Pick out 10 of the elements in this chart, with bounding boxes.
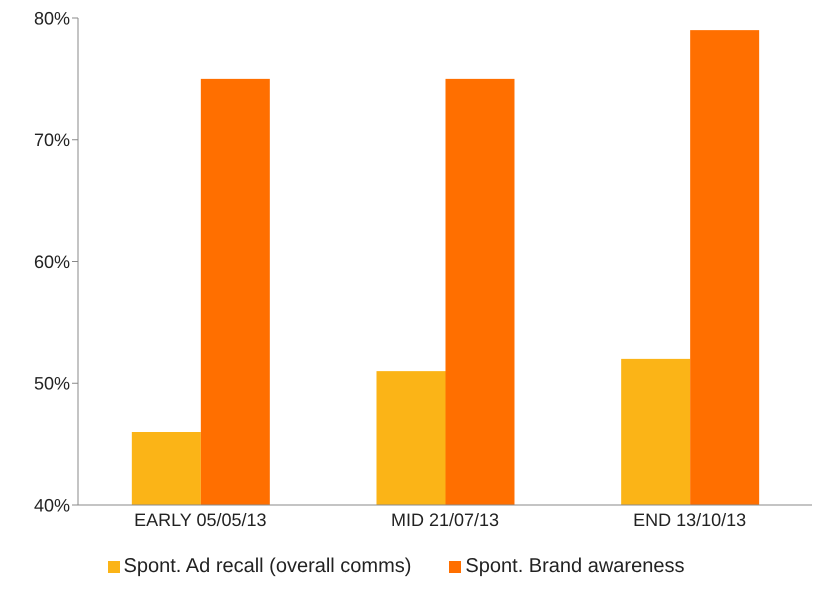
y-tick-label: 40% <box>34 495 70 516</box>
y-tick-label: 80% <box>34 8 70 28</box>
x-tick-label: END 13/10/13 <box>633 510 746 530</box>
y-tick-label: 70% <box>34 130 70 150</box>
legend-label: Spont. Brand awareness <box>465 555 684 577</box>
legend-label: Spont. Ad recall (overall comms) <box>124 555 412 577</box>
y-tick-label: 50% <box>34 374 70 394</box>
y-tick-label: 60% <box>34 252 70 272</box>
x-tick-label: EARLY 05/05/13 <box>134 510 267 530</box>
x-tick-label: MID 21/07/13 <box>390 510 500 530</box>
